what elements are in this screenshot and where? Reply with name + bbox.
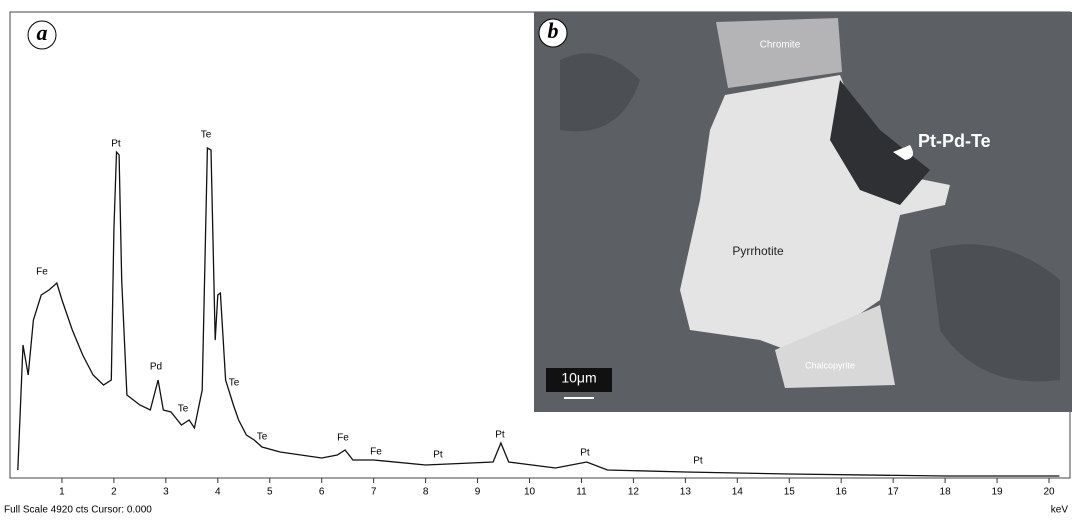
peak-label: Pt [495,430,505,441]
image-label: Pyrrhotite [732,244,784,258]
panel-label: b [548,18,559,43]
x-tick-label: 13 [680,487,692,498]
x-tick-label: 14 [732,487,744,498]
figure: Chromite Pyrrhotite Chalcopyrite Pt-Pd-T… [0,0,1072,518]
peak-label: Pt [433,450,443,461]
x-tick-label: 4 [215,487,221,498]
peak-label: Fe [370,447,382,458]
x-tick-label: 12 [628,487,640,498]
x-axis-label: keV [1051,505,1069,516]
x-tick-label: 10 [524,487,536,498]
footer: Full Scale 4920 cts Cursor: 0.000 [4,505,152,516]
x-tick-label: 19 [991,487,1003,498]
x-tick-label: 9 [475,487,481,498]
panel-label: a [37,20,48,45]
x-tick-label: 7 [371,487,377,498]
x-tick-label: 17 [888,487,900,498]
x-tick-label: 3 [163,487,169,498]
image-label: Chalcopyrite [805,360,855,370]
x-tick-label: 11 [576,487,587,498]
x-tick-label: 20 [1043,487,1055,498]
x-tick-label: 18 [940,487,952,498]
peak-label: Pt [693,456,703,467]
sem-image: Chromite Pyrrhotite Chalcopyrite Pt-Pd-T… [534,12,1072,412]
peak-label: Te [178,404,189,415]
x-tick-label: 8 [423,487,429,498]
peak-label: Fe [36,267,48,278]
peak-label: Te [201,130,212,141]
image-label: Chromite [760,40,801,51]
peak-label: Pt [111,139,121,150]
x-tick-label: 2 [111,487,117,498]
peak-label: Te [257,432,268,443]
scale-label: 10μm [561,370,596,386]
x-tick-label: 16 [836,487,848,498]
peak-label: Te [229,378,240,389]
x-tick-label: 1 [59,487,65,498]
image-label: Pt-Pd-Te [918,131,991,151]
peak-label: Pt [580,448,590,459]
peak-label: Fe [337,433,349,444]
x-tick-label: 6 [319,487,325,498]
peak-label: Pd [150,362,162,373]
x-tick-label: 5 [267,487,273,498]
x-tick-label: 15 [784,487,796,498]
